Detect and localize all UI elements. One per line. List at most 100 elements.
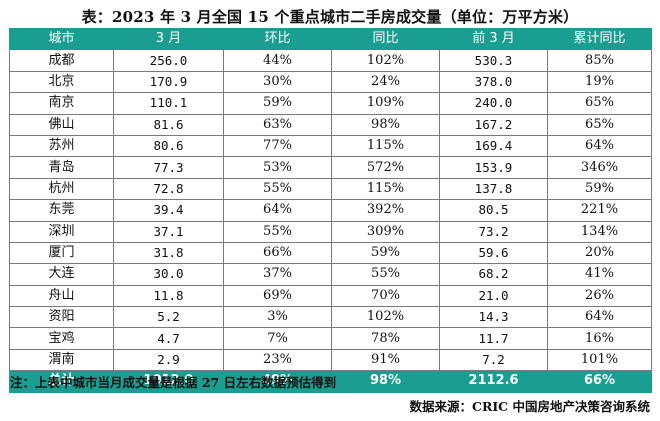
secondhand-housing-table: 城市 3 月 环比 同比 前 3 月 累计同比 成都 256.0 44% 102% 53…	[9, 27, 652, 393]
cell-mom: 3%	[223, 306, 332, 329]
total-mom: 49%	[223, 370, 332, 393]
cell-yoy: 109%	[331, 92, 440, 115]
table-row: 厦门 31.8 66% 59% 59.6 20%	[9, 241, 652, 265]
cell-yoy: 70%	[331, 284, 440, 308]
cell-city: 青岛	[9, 156, 114, 179]
cell-mom: 30%	[223, 70, 332, 94]
cell-city: 东莞	[9, 199, 114, 222]
cell-march: 11.8	[113, 284, 224, 308]
cell-yoy: 24%	[331, 70, 440, 94]
cell-yoy: 98%	[331, 113, 440, 136]
cell-q1: 14.3	[439, 306, 548, 329]
cell-march: 170.9	[113, 70, 224, 94]
cell-mom: 44%	[223, 49, 332, 72]
cell-q1: 378.0	[439, 70, 548, 94]
header-city: 城市	[9, 27, 114, 51]
cell-march: 2.9	[113, 348, 224, 372]
cell-city: 杭州	[9, 177, 114, 201]
total-q1: 2112.6	[439, 370, 548, 393]
cell-mom: 77%	[223, 134, 332, 158]
cell-yoy: 78%	[331, 327, 440, 350]
cell-q1: 7.2	[439, 348, 548, 372]
cell-q1: 21.0	[439, 284, 548, 308]
cell-march: 110.1	[113, 92, 224, 115]
cell-cumulative-yoy: 59%	[547, 177, 652, 201]
cell-yoy: 55%	[331, 263, 440, 286]
cell-yoy: 102%	[331, 306, 440, 329]
cell-city: 资阳	[9, 306, 114, 329]
cell-yoy: 115%	[331, 177, 440, 201]
cell-march: 4.7	[113, 327, 224, 350]
cell-city: 成都	[9, 49, 114, 72]
cell-city: 深圳	[9, 220, 114, 243]
table-row: 佛山 81.6 63% 98% 167.2 65%	[9, 113, 652, 136]
cell-march: 80.6	[113, 134, 224, 158]
cell-yoy: 115%	[331, 134, 440, 158]
cell-city: 厦门	[9, 241, 114, 265]
table-row: 东莞 39.4 64% 392% 80.5 221%	[9, 199, 652, 222]
header-q1: 前 3 月	[439, 27, 548, 51]
cell-mom: 64%	[223, 199, 332, 222]
cell-q1: 59.6	[439, 241, 548, 265]
cell-march: 81.6	[113, 113, 224, 136]
table-row: 杭州 72.8 55% 115% 137.8 59%	[9, 177, 652, 201]
cell-cumulative-yoy: 221%	[547, 199, 652, 222]
table-row: 苏州 80.6 77% 115% 169.4 64%	[9, 134, 652, 158]
cell-q1: 80.5	[439, 199, 548, 222]
cell-yoy: 392%	[331, 199, 440, 222]
table-row: 资阳 5.2 3% 102% 14.3 64%	[9, 306, 652, 329]
cell-march: 39.4	[113, 199, 224, 222]
cell-mom: 7%	[223, 327, 332, 350]
table-row: 深圳 37.1 55% 309% 73.2 134%	[9, 220, 652, 243]
cell-march: 37.1	[113, 220, 224, 243]
table-row: 成都 256.0 44% 102% 530.3 85%	[9, 49, 652, 72]
cell-cumulative-yoy: 64%	[547, 134, 652, 158]
cell-march: 30.0	[113, 263, 224, 286]
cell-mom: 53%	[223, 156, 332, 179]
cell-mom: 63%	[223, 113, 332, 136]
cell-cumulative-yoy: 64%	[547, 306, 652, 329]
cell-q1: 11.7	[439, 327, 548, 350]
table-title: 表：2023 年 3 月全国 15 个重点城市二手房成交量（单位：万平方米）	[81, 8, 579, 26]
cell-city: 渭南	[9, 348, 114, 372]
cell-mom: 37%	[223, 263, 332, 286]
table-note: 注：上表中城市当月成交量是根据 27 日左右数据预估得到	[10, 375, 337, 390]
table-row: 舟山 11.8 69% 70% 21.0 26%	[9, 284, 652, 308]
cell-city: 南京	[9, 92, 114, 115]
table-row: 北京 170.9 30% 24% 378.0 19%	[9, 70, 652, 94]
cell-march: 5.2	[113, 306, 224, 329]
cell-cumulative-yoy: 20%	[547, 241, 652, 265]
table-row: 渭南 2.9 23% 91% 7.2 101%	[9, 348, 652, 372]
cell-q1: 240.0	[439, 92, 548, 115]
cell-march: 72.8	[113, 177, 224, 201]
cell-city: 宝鸡	[9, 327, 114, 350]
cell-q1: 137.8	[439, 177, 548, 201]
cell-cumulative-yoy: 346%	[547, 156, 652, 179]
cell-yoy: 572%	[331, 156, 440, 179]
table-total-row: 总计 1012.0 49% 98% 2112.6 66%	[9, 370, 652, 393]
cell-cumulative-yoy: 65%	[547, 92, 652, 115]
cell-mom: 55%	[223, 220, 332, 243]
cell-mom: 59%	[223, 92, 332, 115]
data-source: 数据来源：CRIC 中国房地产决策咨询系统	[409, 399, 651, 414]
cell-q1: 167.2	[439, 113, 548, 136]
cell-cumulative-yoy: 19%	[547, 70, 652, 94]
header-cumulative-yoy: 累计同比	[547, 27, 652, 51]
cell-q1: 73.2	[439, 220, 548, 243]
table-header-row: 城市 3 月 环比 同比 前 3 月 累计同比	[9, 27, 652, 51]
cell-cumulative-yoy: 101%	[547, 348, 652, 372]
cell-cumulative-yoy: 134%	[547, 220, 652, 243]
cell-cumulative-yoy: 65%	[547, 113, 652, 136]
total-march: 1012.0	[113, 370, 224, 393]
header-mom: 环比	[223, 27, 332, 51]
cell-mom: 66%	[223, 241, 332, 265]
cell-yoy: 59%	[331, 241, 440, 265]
cell-city: 大连	[9, 263, 114, 286]
cell-cumulative-yoy: 41%	[547, 263, 652, 286]
cell-mom: 23%	[223, 348, 332, 372]
header-yoy: 同比	[331, 27, 440, 51]
cell-q1: 169.4	[439, 134, 548, 158]
table-row: 大连 30.0 37% 55% 68.2 41%	[9, 263, 652, 286]
cell-march: 77.3	[113, 156, 224, 179]
cell-cumulative-yoy: 16%	[547, 327, 652, 350]
